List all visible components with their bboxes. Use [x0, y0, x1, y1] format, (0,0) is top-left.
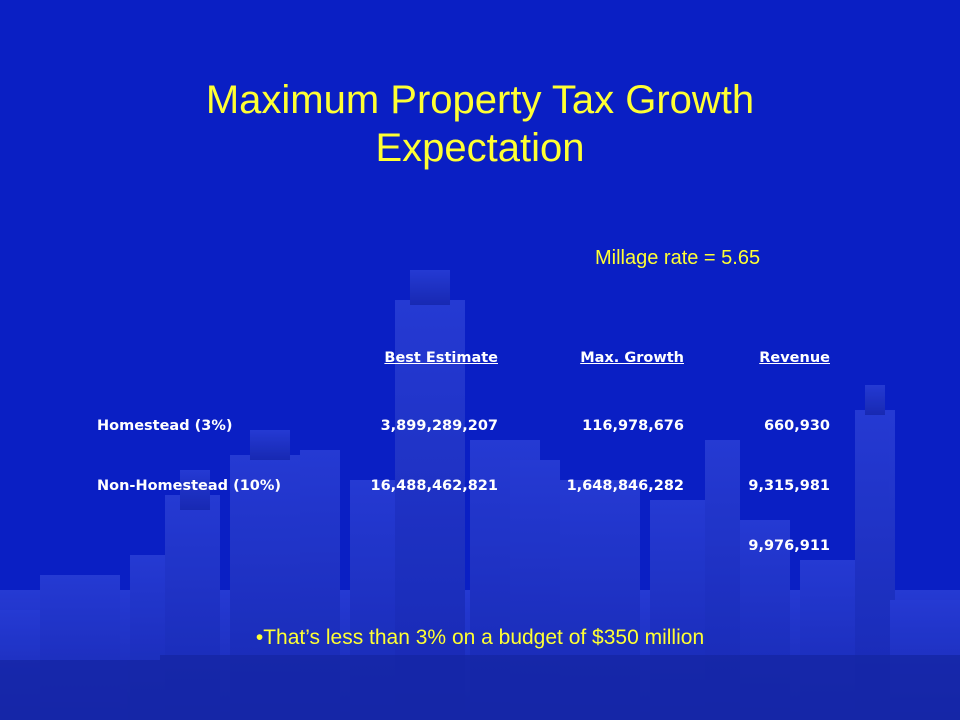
title-line-2: Expectation [375, 126, 585, 170]
slide-title: Maximum Property Tax Growth Expectation [120, 76, 840, 172]
title-line-1: Maximum Property Tax Growth [205, 78, 755, 122]
row-homestead-best: 3,899,289,207 [380, 418, 498, 434]
row-homestead-label: Homestead (3%) [97, 418, 233, 434]
row-non-homestead-revenue: 9,315,981 [748, 478, 830, 494]
header-revenue: Revenue [759, 350, 830, 366]
row-homestead-revenue: 660,930 [763, 418, 830, 434]
header-best-estimate: Best Estimate [384, 350, 498, 366]
row-homestead-growth: 116,978,676 [582, 418, 684, 434]
row-non-homestead-label: Non-Homestead (10%) [97, 478, 282, 494]
row-non-homestead-best: 16,488,462,821 [370, 478, 498, 494]
total-revenue: 9,976,911 [748, 538, 830, 554]
row-non-homestead-growth: 1,648,846,282 [566, 478, 684, 494]
millage-rate: Millage rate = 5.65 [595, 247, 761, 269]
header-max-growth: Max. Growth [580, 350, 684, 366]
summary-bullet: •That’s less than 3% on a budget of $350… [255, 626, 705, 649]
